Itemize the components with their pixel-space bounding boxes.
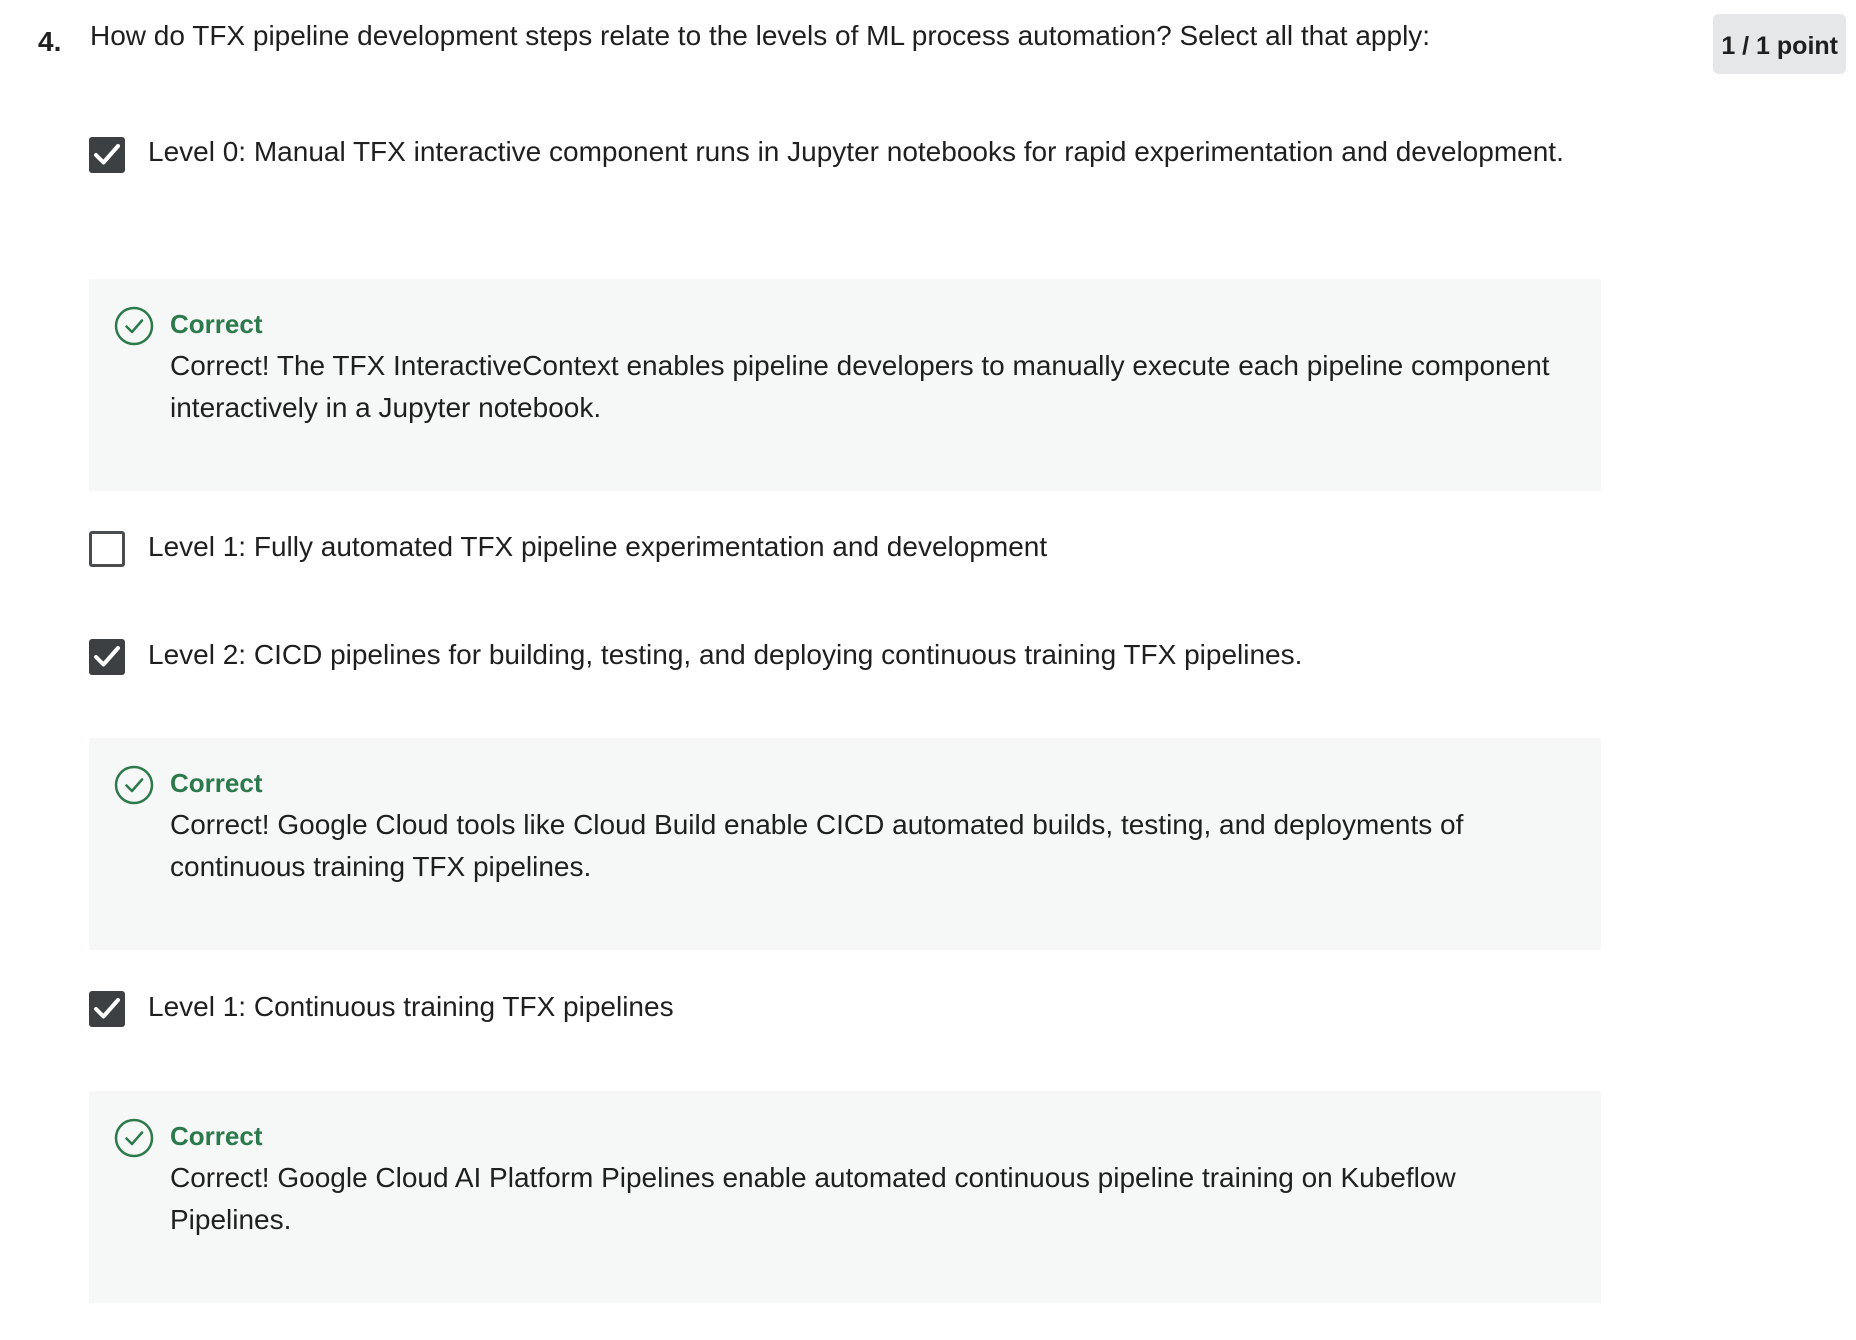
checkmark-icon — [94, 998, 120, 1019]
checkmark-icon — [94, 646, 120, 667]
check-circle-icon — [114, 1118, 154, 1158]
option-label: Level 1: Fully automated TFX pipeline ex… — [148, 531, 1048, 562]
option-label: Level 2: CICD pipelines for building, te… — [148, 639, 1303, 670]
feedback-title: Correct — [170, 768, 263, 798]
points-badge: 1 / 1 point — [1713, 14, 1846, 74]
feedback-title: Correct — [170, 309, 263, 339]
question-text: How do TFX pipeline development steps re… — [90, 20, 1431, 51]
feedback-text: Correct! Google Cloud tools like Cloud B… — [170, 809, 1464, 882]
checkbox-unchecked[interactable] — [89, 531, 125, 567]
option-label: Level 0: Manual TFX interactive componen… — [148, 136, 1564, 167]
check-circle-icon — [114, 306, 154, 346]
option-label: Level 1: Continuous training TFX pipelin… — [148, 991, 674, 1022]
feedback-title: Correct — [170, 1121, 263, 1151]
feedback-text: Correct! The TFX InteractiveContext enab… — [170, 350, 1550, 423]
feedback-box: Correct Correct! Google Cloud AI Platfor… — [89, 1091, 1601, 1303]
check-circle-icon — [114, 765, 154, 805]
answer-option-level-1-continuous-training[interactable]: Level 1: Continuous training TFX pipelin… — [89, 986, 1609, 1036]
feedback-box: Correct Correct! The TFX InteractiveCont… — [89, 279, 1601, 491]
checkbox-checked[interactable] — [89, 137, 125, 173]
answer-option-level-2[interactable]: Level 2: CICD pipelines for building, te… — [89, 634, 1609, 684]
checkmark-icon — [94, 144, 120, 165]
feedback-box: Correct Correct! Google Cloud tools like… — [89, 738, 1601, 950]
answer-option-level-1-fully-automated[interactable]: Level 1: Fully automated TFX pipeline ex… — [89, 526, 1609, 576]
checkbox-checked[interactable] — [89, 639, 125, 675]
answer-option-level-0[interactable]: Level 0: Manual TFX interactive componen… — [89, 131, 1609, 221]
feedback-text: Correct! Google Cloud AI Platform Pipeli… — [170, 1162, 1456, 1235]
question-number: 4. — [38, 26, 62, 57]
checkbox-checked[interactable] — [89, 991, 125, 1027]
